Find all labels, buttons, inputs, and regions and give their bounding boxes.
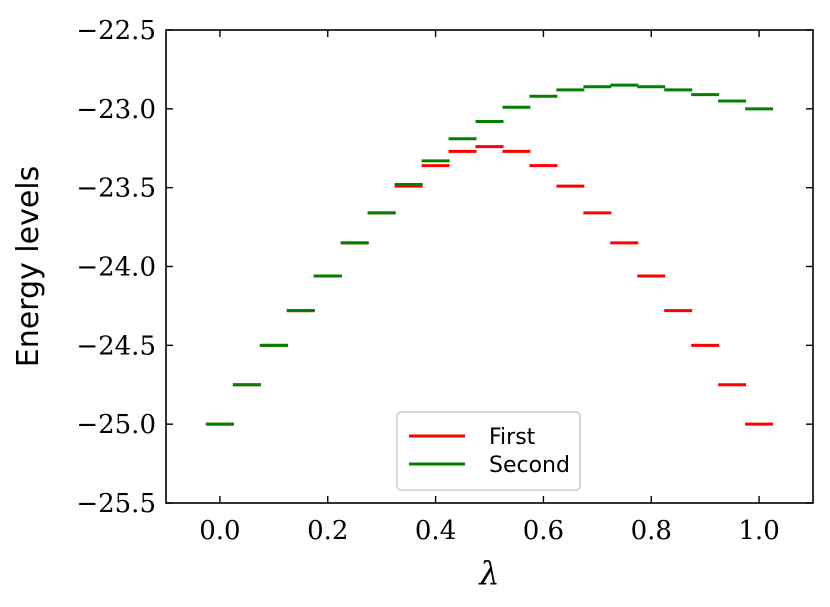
y-tick-label: −25.0: [76, 410, 156, 440]
legend-box: [396, 411, 581, 491]
y-tick-label: −23.0: [76, 95, 156, 125]
y-axis-label: Energy levels: [11, 166, 46, 368]
y-tick-label: −25.5: [76, 489, 156, 519]
x-tick-label: 0.8: [631, 516, 672, 546]
y-tick-label: −24.5: [76, 331, 156, 361]
series-second: [205, 83, 774, 426]
y-tick-label: −23.5: [76, 174, 156, 204]
axis-ticks: [166, 29, 813, 504]
y-tick-label: −24.0: [76, 253, 156, 283]
y-tick-label: −22.5: [76, 16, 156, 46]
x-tick-label: 0.6: [523, 516, 564, 546]
legend-label-first: First: [489, 425, 536, 450]
x-tick-label: 1.0: [738, 516, 779, 546]
legend: First Second: [396, 411, 581, 491]
x-tick-label: 0.0: [199, 516, 240, 546]
legend-label-second: Second: [489, 453, 570, 478]
plot-marks: [205, 83, 774, 426]
x-tick-label: 0.4: [415, 516, 456, 546]
series-first: [205, 145, 774, 426]
axis-tick-labels: 0.0 0.2 0.4 0.6 0.8 1.0 −22.5 −23.0 −23.5 −24.0 −2…: [76, 16, 779, 546]
x-tick-label: 0.2: [307, 516, 348, 546]
x-axis-label: λ: [477, 554, 499, 592]
